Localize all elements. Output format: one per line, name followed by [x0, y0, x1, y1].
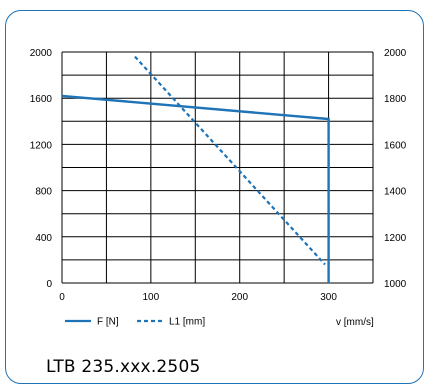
y-left-tick-label: 2000 — [30, 48, 53, 59]
legend-label-1: F [N] — [97, 317, 119, 328]
y-left-tick-label: 0 — [46, 279, 52, 290]
y-left-tick-label: 1200 — [30, 140, 53, 151]
y-right-tick-label: 1400 — [384, 187, 407, 198]
y-right-tick-label: 1000 — [384, 279, 407, 290]
legend-label-2: L1 [mm] — [169, 317, 205, 328]
y-right-tick-label: 2000 — [384, 48, 407, 59]
x-axis-label: v [mm/s] — [336, 317, 374, 328]
x-tick-label: 100 — [143, 292, 160, 303]
series-line-1 — [61, 94, 330, 283]
x-tick-label: 200 — [231, 292, 248, 303]
x-tick-label: 300 — [320, 292, 337, 303]
y-left-tick-label: 800 — [35, 187, 52, 198]
chart-title: LTB 235.xxx.2505 — [46, 357, 201, 377]
y-right-tick-label: 1800 — [384, 94, 407, 105]
series-line-2 — [134, 55, 326, 266]
y-left-tick-label: 400 — [35, 233, 52, 244]
y-right-tick-label: 1600 — [384, 140, 407, 151]
y-right-tick-label: 1200 — [384, 233, 407, 244]
y-left-tick-label: 1600 — [30, 94, 53, 105]
x-tick-label: 0 — [59, 292, 65, 303]
